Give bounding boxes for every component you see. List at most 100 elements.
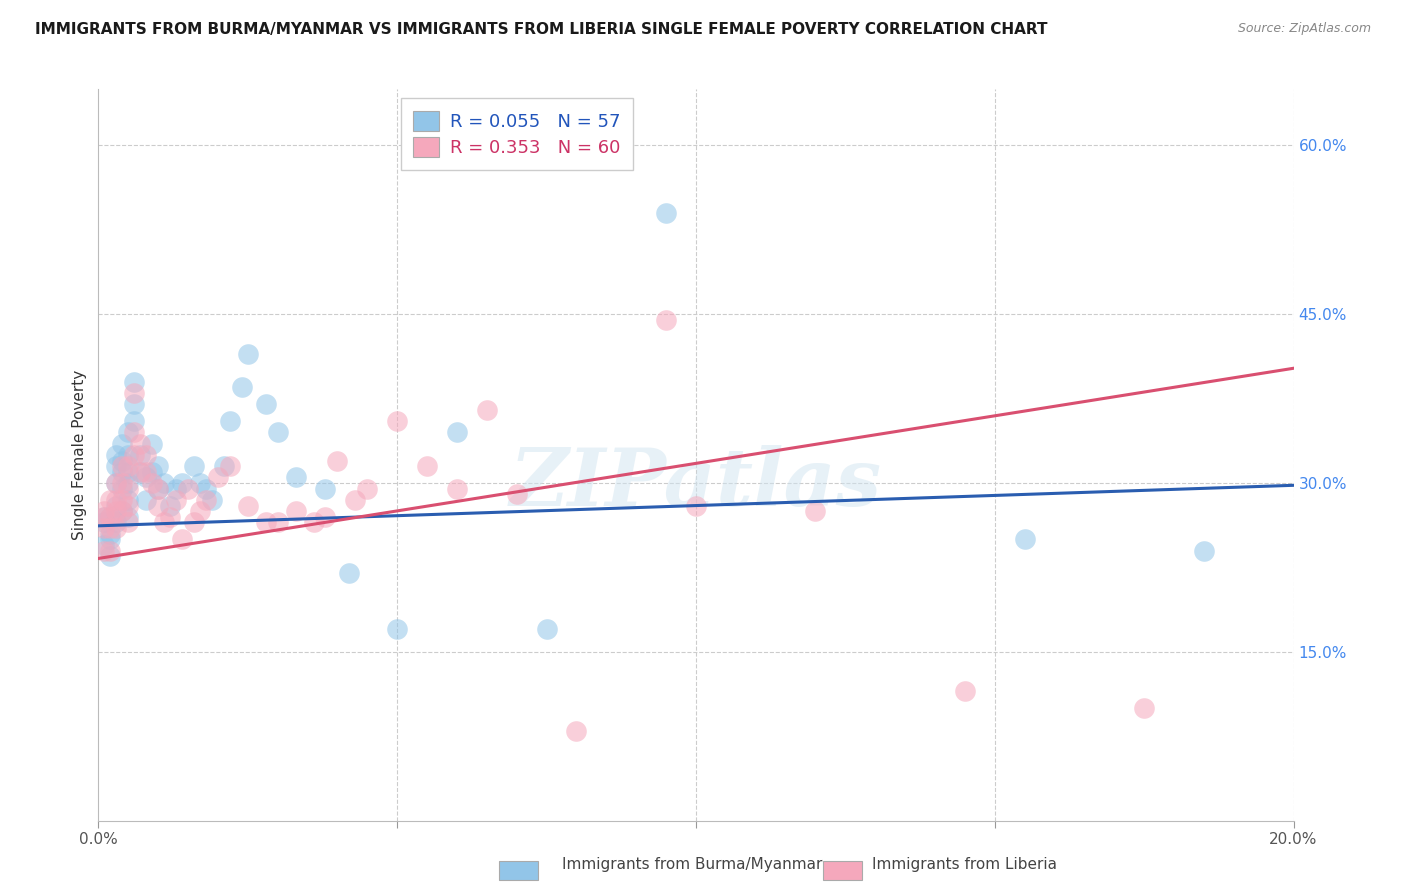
- Point: [105, 448, 128, 462]
- Point: [148, 482, 170, 496]
- Point: [98, 526, 122, 541]
- Point: [212, 459, 235, 474]
- Point: [93, 509, 115, 524]
- Point: [135, 448, 157, 462]
- Point: [124, 397, 146, 411]
- Point: [117, 492, 139, 507]
- Point: [117, 476, 139, 491]
- Point: [98, 533, 122, 547]
- Point: [148, 459, 170, 474]
- Point: [105, 504, 128, 518]
- Point: [111, 465, 134, 479]
- Point: [655, 206, 678, 220]
- Point: [135, 492, 157, 507]
- Point: [111, 459, 134, 474]
- Point: [129, 465, 152, 479]
- Point: [1192, 543, 1215, 558]
- Point: [117, 448, 139, 462]
- Point: [254, 516, 277, 530]
- Point: [98, 549, 122, 564]
- Point: [105, 476, 128, 491]
- Point: [159, 509, 181, 524]
- Point: [117, 465, 139, 479]
- Point: [93, 509, 115, 524]
- Point: [117, 509, 139, 524]
- Point: [117, 516, 139, 530]
- Point: [315, 482, 337, 496]
- Point: [159, 499, 181, 513]
- Point: [315, 509, 337, 524]
- Point: [165, 482, 187, 496]
- Point: [207, 470, 229, 484]
- Point: [284, 504, 307, 518]
- Point: [1133, 701, 1156, 715]
- Point: [117, 482, 139, 496]
- Point: [93, 538, 115, 552]
- Point: [339, 566, 361, 580]
- Point: [135, 465, 157, 479]
- Point: [129, 436, 152, 450]
- Point: [284, 470, 307, 484]
- Point: [111, 504, 134, 518]
- Point: [148, 482, 170, 496]
- Point: [183, 516, 205, 530]
- Point: [129, 448, 152, 462]
- Text: Immigrants from Liberia: Immigrants from Liberia: [872, 857, 1057, 872]
- Point: [188, 504, 211, 518]
- Point: [98, 492, 122, 507]
- Point: [111, 476, 134, 491]
- Point: [195, 482, 218, 496]
- Point: [111, 453, 134, 467]
- Text: IMMIGRANTS FROM BURMA/MYANMAR VS IMMIGRANTS FROM LIBERIA SINGLE FEMALE POVERTY C: IMMIGRANTS FROM BURMA/MYANMAR VS IMMIGRA…: [35, 22, 1047, 37]
- Point: [953, 684, 976, 698]
- Point: [111, 436, 134, 450]
- Point: [655, 313, 678, 327]
- Point: [129, 465, 152, 479]
- Point: [201, 492, 224, 507]
- Point: [105, 521, 128, 535]
- Point: [344, 492, 367, 507]
- Point: [565, 723, 588, 738]
- Point: [446, 425, 468, 440]
- Point: [117, 425, 139, 440]
- Point: [141, 476, 163, 491]
- Point: [1014, 533, 1036, 547]
- Point: [536, 623, 558, 637]
- Point: [267, 516, 290, 530]
- Point: [93, 504, 115, 518]
- Point: [93, 543, 115, 558]
- Point: [111, 492, 134, 507]
- Point: [236, 499, 259, 513]
- Point: [177, 482, 200, 496]
- Y-axis label: Single Female Poverty: Single Female Poverty: [72, 370, 87, 540]
- Point: [98, 509, 122, 524]
- Text: Immigrants from Burma/Myanmar: Immigrants from Burma/Myanmar: [562, 857, 823, 872]
- Point: [111, 482, 134, 496]
- Point: [148, 499, 170, 513]
- Point: [188, 476, 211, 491]
- Point: [302, 516, 325, 530]
- Point: [446, 482, 468, 496]
- Point: [385, 414, 409, 428]
- Point: [153, 516, 176, 530]
- Point: [326, 453, 349, 467]
- Point: [219, 414, 242, 428]
- Point: [506, 487, 529, 501]
- Text: Source: ZipAtlas.com: Source: ZipAtlas.com: [1237, 22, 1371, 36]
- Point: [385, 623, 409, 637]
- Point: [685, 499, 707, 513]
- Point: [105, 492, 128, 507]
- Point: [124, 414, 146, 428]
- Point: [111, 504, 134, 518]
- Legend: R = 0.055   N = 57, R = 0.353   N = 60: R = 0.055 N = 57, R = 0.353 N = 60: [401, 98, 633, 169]
- Point: [165, 492, 187, 507]
- Text: ZIPatlas: ZIPatlas: [510, 445, 882, 523]
- Point: [93, 521, 115, 535]
- Point: [141, 465, 163, 479]
- Point: [98, 521, 122, 535]
- Point: [475, 403, 498, 417]
- Point: [254, 397, 277, 411]
- Point: [356, 482, 378, 496]
- Point: [267, 425, 290, 440]
- Point: [124, 448, 146, 462]
